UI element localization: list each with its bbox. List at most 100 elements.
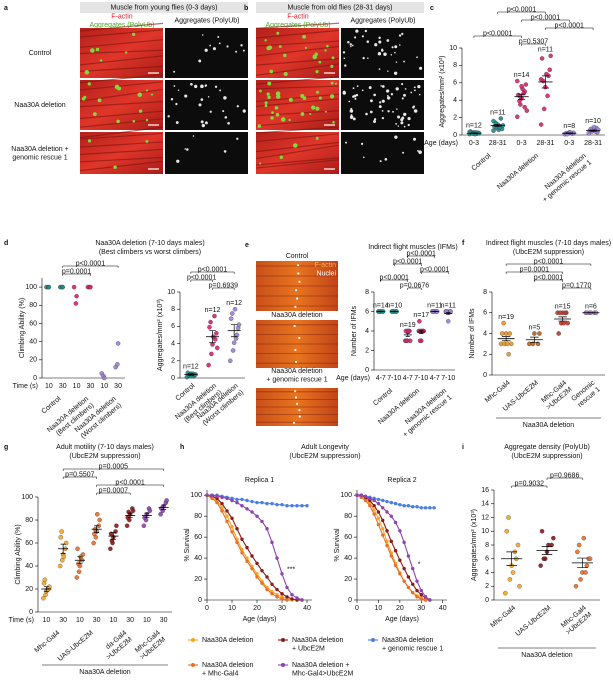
survival-point (402, 540, 406, 545)
image-legend: F-actin (315, 262, 337, 269)
x-tick-label: 4-7 (403, 375, 413, 382)
legend-label: Naa30A deletion (382, 637, 433, 644)
survival-point (428, 506, 432, 510)
aggregate (311, 105, 316, 110)
aggregate (381, 99, 385, 103)
panel-letter: f (462, 240, 465, 247)
aggregate (394, 45, 398, 49)
aggregate (177, 89, 180, 91)
significance-bracket (505, 263, 592, 266)
survival-point (245, 498, 249, 503)
muscle-marker (296, 297, 299, 300)
survival-point (389, 539, 393, 544)
footer-label: Naa30A deletion (521, 652, 572, 659)
aggregate (318, 60, 322, 64)
aggregate (283, 71, 288, 77)
fiber (79, 141, 164, 148)
aggregate (366, 40, 370, 43)
aggregate (283, 53, 287, 58)
aggregate (347, 41, 350, 44)
y-tick-label: 40 (194, 555, 202, 562)
p-value: p=0.6939 (209, 282, 238, 289)
aggregate (361, 89, 364, 92)
survival-point (389, 554, 393, 558)
n-label: n=14 (514, 72, 530, 79)
aggregate (198, 103, 202, 107)
x-tick-label: 30 (59, 383, 67, 390)
fiber (255, 118, 340, 127)
aggregate (97, 98, 102, 103)
data-point (71, 284, 77, 290)
p-value: p<0.0001 (555, 22, 584, 29)
aggregate (370, 99, 373, 103)
legend-label: Mhc-Gal4>UbcE2M (292, 670, 353, 677)
survival-point (393, 563, 398, 568)
data-point (537, 331, 542, 336)
aggregate (397, 125, 400, 127)
micrograph (256, 28, 339, 78)
aggregate (402, 151, 405, 154)
y-tick-label: 2 (483, 351, 487, 358)
aggregate (315, 137, 319, 140)
aggregate (280, 117, 286, 122)
x-tick-label: 10 (375, 605, 383, 612)
chart-title: Naa30A deletion (7-10 days males) (95, 240, 204, 247)
n-label: n=10 (585, 118, 601, 125)
data-point (581, 535, 586, 541)
aggregate (267, 45, 273, 50)
aggregate (362, 56, 365, 60)
survival-point (250, 554, 254, 558)
aggregate (386, 94, 389, 97)
data-point (491, 118, 496, 124)
survival-point (240, 504, 244, 508)
aggregate (300, 112, 305, 116)
aggregate (117, 86, 122, 91)
aggregate (201, 123, 205, 128)
aggregate (413, 109, 418, 113)
survival-point (270, 582, 274, 586)
aggregate (175, 102, 178, 106)
n-label: n=17 (413, 312, 429, 319)
aggregate (227, 121, 230, 125)
aggregate (413, 89, 416, 92)
n-label: n=5 (528, 324, 540, 331)
y-tick-label: 40 (25, 563, 33, 570)
fiber (79, 22, 164, 32)
survival-point (381, 518, 385, 523)
significance-bracket (521, 19, 570, 22)
p-value: p=0.1770 (562, 282, 591, 289)
survival-point (290, 504, 294, 508)
survival-point (285, 595, 289, 599)
y-tick-label: 100 (340, 492, 352, 499)
y-tick-label: 40 (344, 555, 352, 562)
data-point (596, 127, 601, 133)
data-point (532, 331, 537, 336)
aggregate (315, 106, 320, 111)
p-value: p=0.5307 (519, 38, 548, 45)
aggregate (401, 116, 405, 120)
fiber (255, 22, 340, 29)
aggregate (81, 97, 86, 101)
error-bar (161, 504, 167, 510)
y-tick-label: 2 (485, 583, 489, 590)
data-point (539, 529, 545, 534)
data-point (541, 106, 547, 112)
aggregate (334, 82, 337, 85)
data-point (42, 577, 48, 583)
chart-subtitle: (Best climbers vs worst climbers) (99, 249, 201, 256)
survival-point (428, 598, 432, 602)
y-tick-label: 0 (29, 609, 33, 616)
image-label: Naa30A deletion (271, 368, 322, 375)
aggregate (377, 52, 382, 56)
survival-point (381, 533, 385, 537)
survival-point (376, 510, 381, 514)
survival-point (419, 593, 423, 597)
survival-point (270, 540, 274, 545)
aggregate (373, 93, 376, 97)
x-axis-label: Time (s) (13, 383, 38, 390)
y-tick-label: 20 (25, 586, 33, 593)
survival-point (245, 559, 249, 563)
y-tick-label: 6 (483, 310, 487, 317)
